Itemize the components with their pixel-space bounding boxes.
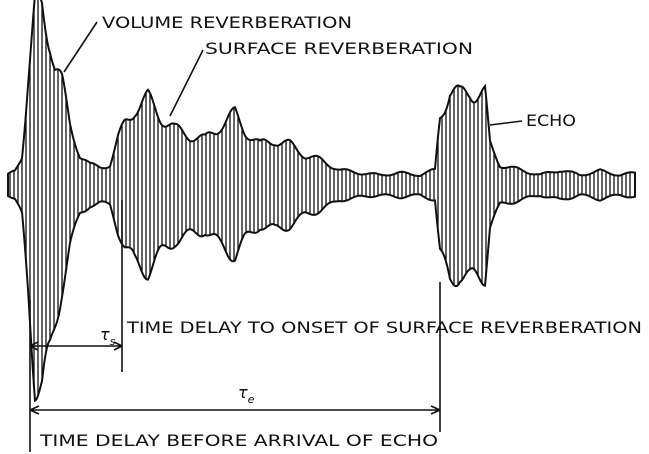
tau-s: τs: [100, 325, 116, 348]
leader-volume: [63, 21, 98, 73]
extension-lines: [29, 200, 441, 452]
hatching: [9, 0, 631, 396]
label-arrival: TIME DELAY BEFORE ARRIVAL OF ECHO: [39, 431, 438, 450]
label-onset: TIME DELAY TO ONSET OF SURFACE REVERBERA…: [126, 318, 642, 337]
dimension-tau-s: [29, 341, 123, 351]
label-echo: ECHO: [526, 111, 576, 130]
leader-surface: [169, 49, 204, 117]
dimension-tau-e: [29, 405, 441, 415]
leader-echo: [489, 120, 523, 126]
label-surface: SURFACE REVERBERATION: [205, 39, 473, 58]
label-volume: VOLUME REVERBERATION: [102, 13, 352, 32]
waveform: [7, 0, 636, 403]
tau-e: τe: [238, 383, 255, 406]
